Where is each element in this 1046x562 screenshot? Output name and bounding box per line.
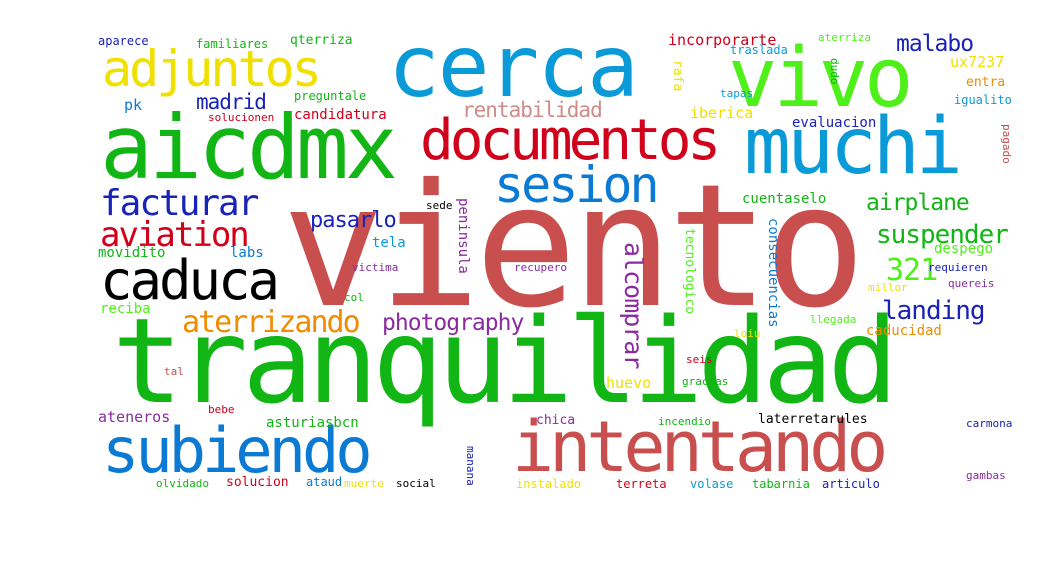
word-manana: manana	[464, 446, 477, 486]
word-subiendo: subiendo	[102, 414, 373, 487]
word-pk: pk	[124, 96, 143, 114]
word-pagado: pagado	[1000, 124, 1013, 164]
word-adjuntos: adjuntos	[102, 40, 322, 98]
word-igualito: igualito	[954, 93, 1012, 107]
word-cerca: cerca	[388, 17, 639, 117]
word-rafa: rafa	[670, 60, 685, 92]
word-quereis: quereis	[948, 277, 995, 290]
word-incorporarte: incorporarte	[668, 31, 777, 49]
word-movidito: movidito	[98, 245, 166, 261]
word-laterretarules: laterretarules	[758, 412, 868, 427]
word-vivo: vivo	[728, 31, 913, 126]
word-consecuencias: consecuencias	[765, 218, 781, 328]
word-tal: tal	[164, 365, 184, 378]
word-bebe: bebe	[208, 403, 235, 416]
word-tapas: tapas	[720, 87, 754, 100]
word-articulo: articulo	[822, 477, 880, 491]
word-viento: viento	[282, 148, 866, 346]
word-aicdmx: aicdmx	[100, 96, 398, 199]
word-sesion: sesion	[494, 156, 660, 214]
word-solucion: solucion	[226, 475, 289, 490]
word-aterrizando: aterrizando	[182, 305, 361, 340]
word-landing: landing	[882, 296, 986, 326]
word-photography: photography	[382, 310, 524, 336]
word-qterriza: qterriza	[290, 33, 353, 48]
word-recupero: recupero	[514, 261, 567, 274]
word-llegada: llegada	[810, 313, 857, 326]
word-huevo: huevo	[606, 374, 652, 392]
word-caducidad: caducidad	[866, 323, 942, 339]
word-aterriza: aterriza	[818, 31, 871, 44]
word-reciba: reciba	[100, 301, 151, 317]
word-seis: seis	[686, 353, 713, 366]
word-madrid: madrid	[196, 90, 267, 114]
word-muerte: muerte	[344, 477, 384, 490]
word-malabo: malabo	[896, 31, 974, 57]
word-entra: entra	[966, 75, 1006, 90]
word-cuentaselo: cuentaselo	[742, 191, 827, 207]
word-sede: sede	[426, 199, 453, 212]
word-traslada: traslada	[730, 43, 788, 57]
word-volase: volase	[690, 477, 734, 491]
word-alcomprar: alcomprar	[619, 242, 648, 369]
word-col: col	[344, 291, 364, 304]
word-tabarnia: tabarnia	[752, 477, 810, 491]
word-intentando: intentando	[512, 406, 888, 488]
word-labs: labs	[230, 245, 264, 261]
word-carmona: carmona	[966, 417, 1013, 430]
word-tela: tela	[372, 235, 406, 251]
word-tecnologico: tecnologico	[682, 228, 697, 315]
word-facturar: facturar	[100, 183, 259, 224]
word-pasarlo: pasarlo	[310, 208, 397, 233]
word-preguntale: preguntale	[294, 89, 367, 103]
word-ataud: ataud	[306, 475, 343, 489]
word-evaluacion: evaluacion	[792, 115, 877, 131]
word-dudo: dudo	[828, 58, 841, 85]
word-loiu: loiu	[734, 327, 761, 340]
word-peninsula: peninsula	[455, 198, 471, 274]
word-chica: chica	[536, 413, 576, 428]
word-aviation: aviation	[100, 215, 250, 255]
word-instalado: instalado	[516, 477, 582, 491]
word-gambas: gambas	[966, 469, 1006, 482]
word-321: 321	[886, 253, 938, 288]
word-asturiasbcn: asturiasbcn	[266, 415, 359, 431]
word-ateneros: ateneros	[98, 408, 171, 426]
word-tranquilidad: tranquilidad	[112, 292, 899, 430]
word-ux7237: ux7237	[950, 53, 1005, 71]
word-millor: millor	[868, 281, 908, 294]
word-olvidado: olvidado	[156, 477, 209, 490]
word-iberica: iberica	[690, 104, 754, 122]
word-documentos: documentos	[420, 108, 721, 173]
word-terreta: terreta	[616, 477, 667, 491]
word-aparece: aparece	[98, 34, 149, 48]
word-incendio: incendio	[658, 415, 711, 428]
word-despego: despego	[934, 241, 994, 257]
word-victima: victima	[352, 261, 399, 274]
word-requieren: requieren	[928, 261, 988, 274]
word-muchi: muchi	[744, 102, 963, 192]
word-rentabilidad: rentabilidad	[462, 98, 603, 122]
word-caduca: caduca	[100, 249, 280, 312]
word-gracias: gracias	[682, 375, 729, 388]
word-airplane: airplane	[866, 190, 970, 216]
word-social: social	[396, 477, 436, 490]
word-solucionen: solucionen	[208, 111, 275, 124]
word-familiares: familiares	[196, 37, 269, 51]
word-candidatura: candidatura	[294, 107, 387, 123]
word-suspender: suspender	[876, 220, 1009, 250]
